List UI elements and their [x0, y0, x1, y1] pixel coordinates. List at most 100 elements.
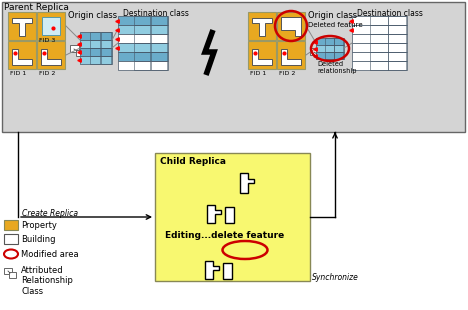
- Bar: [352, 52, 407, 61]
- Bar: [118, 61, 168, 70]
- Bar: [76, 50, 83, 56]
- Bar: [101, 48, 111, 56]
- Bar: [370, 16, 388, 25]
- Bar: [352, 25, 407, 34]
- Bar: [9, 272, 16, 278]
- Bar: [151, 43, 167, 52]
- Text: FID 2: FID 2: [279, 71, 295, 76]
- Text: FID 3: FID 3: [39, 38, 55, 43]
- Bar: [80, 56, 112, 64]
- Bar: [334, 38, 343, 45]
- Bar: [151, 61, 167, 70]
- Bar: [42, 17, 60, 35]
- Text: Parent Replica: Parent Replica: [4, 3, 69, 12]
- Bar: [370, 43, 388, 52]
- Bar: [316, 38, 344, 45]
- Bar: [310, 48, 319, 55]
- Text: FID 1: FID 1: [10, 71, 26, 76]
- Bar: [370, 34, 388, 43]
- Bar: [388, 61, 406, 70]
- Text: Origin class: Origin class: [308, 11, 357, 20]
- Text: Child Replica: Child Replica: [160, 157, 226, 166]
- Bar: [388, 25, 406, 34]
- Polygon shape: [281, 49, 301, 65]
- Bar: [101, 32, 111, 40]
- Bar: [80, 48, 112, 56]
- Polygon shape: [207, 205, 221, 223]
- Bar: [134, 34, 150, 43]
- Bar: [334, 52, 343, 59]
- Bar: [316, 52, 344, 59]
- Bar: [80, 40, 112, 48]
- Bar: [90, 56, 100, 64]
- Bar: [134, 52, 150, 61]
- Bar: [90, 32, 100, 40]
- Bar: [118, 52, 168, 61]
- Text: Destination class: Destination class: [357, 9, 423, 18]
- Text: FID 1: FID 1: [250, 71, 266, 76]
- Polygon shape: [252, 18, 272, 36]
- Polygon shape: [205, 261, 219, 279]
- Bar: [4, 234, 18, 244]
- Bar: [101, 40, 111, 48]
- Bar: [277, 41, 305, 69]
- Bar: [118, 43, 168, 52]
- Bar: [37, 12, 65, 40]
- Bar: [118, 16, 168, 25]
- Bar: [325, 38, 334, 45]
- Bar: [370, 61, 388, 70]
- Bar: [118, 25, 168, 34]
- Bar: [352, 34, 407, 43]
- Bar: [8, 41, 36, 69]
- Bar: [248, 41, 276, 69]
- Bar: [118, 34, 168, 43]
- Text: Create Replica: Create Replica: [22, 209, 78, 218]
- Text: Destination class: Destination class: [123, 9, 189, 18]
- Bar: [225, 207, 234, 223]
- Bar: [90, 48, 100, 56]
- Bar: [277, 12, 305, 40]
- Bar: [316, 45, 344, 52]
- Bar: [134, 61, 150, 70]
- Text: Editing...delete feature: Editing...delete feature: [165, 231, 284, 240]
- Text: Building: Building: [21, 235, 56, 244]
- Bar: [334, 45, 343, 52]
- Polygon shape: [240, 173, 254, 193]
- Bar: [223, 263, 232, 279]
- Bar: [352, 43, 407, 52]
- Bar: [352, 16, 407, 25]
- Bar: [4, 220, 18, 230]
- Text: Deleted feature: Deleted feature: [308, 22, 363, 28]
- Bar: [134, 16, 150, 25]
- Bar: [134, 43, 150, 52]
- Polygon shape: [252, 49, 272, 65]
- Bar: [70, 45, 79, 52]
- Bar: [8, 12, 36, 40]
- Bar: [370, 52, 388, 61]
- Bar: [388, 43, 406, 52]
- Text: Synchronize: Synchronize: [312, 273, 359, 282]
- Bar: [134, 25, 150, 34]
- Text: Property: Property: [21, 221, 57, 230]
- Polygon shape: [12, 49, 32, 65]
- Bar: [101, 56, 111, 64]
- Text: Attributed
Relationship
Class: Attributed Relationship Class: [21, 266, 73, 296]
- Bar: [352, 61, 407, 70]
- Bar: [155, 153, 310, 281]
- Text: Origin class: Origin class: [68, 11, 117, 20]
- Text: Modified area: Modified area: [21, 250, 79, 259]
- Bar: [2, 2, 465, 132]
- Bar: [151, 25, 167, 34]
- Bar: [4, 268, 12, 274]
- Bar: [370, 25, 388, 34]
- Polygon shape: [12, 18, 32, 36]
- Bar: [90, 40, 100, 48]
- Bar: [388, 52, 406, 61]
- Polygon shape: [281, 17, 301, 36]
- Bar: [151, 34, 167, 43]
- Bar: [325, 45, 334, 52]
- Text: FID 2: FID 2: [39, 71, 55, 76]
- Bar: [325, 52, 334, 59]
- Bar: [388, 16, 406, 25]
- Polygon shape: [41, 49, 61, 65]
